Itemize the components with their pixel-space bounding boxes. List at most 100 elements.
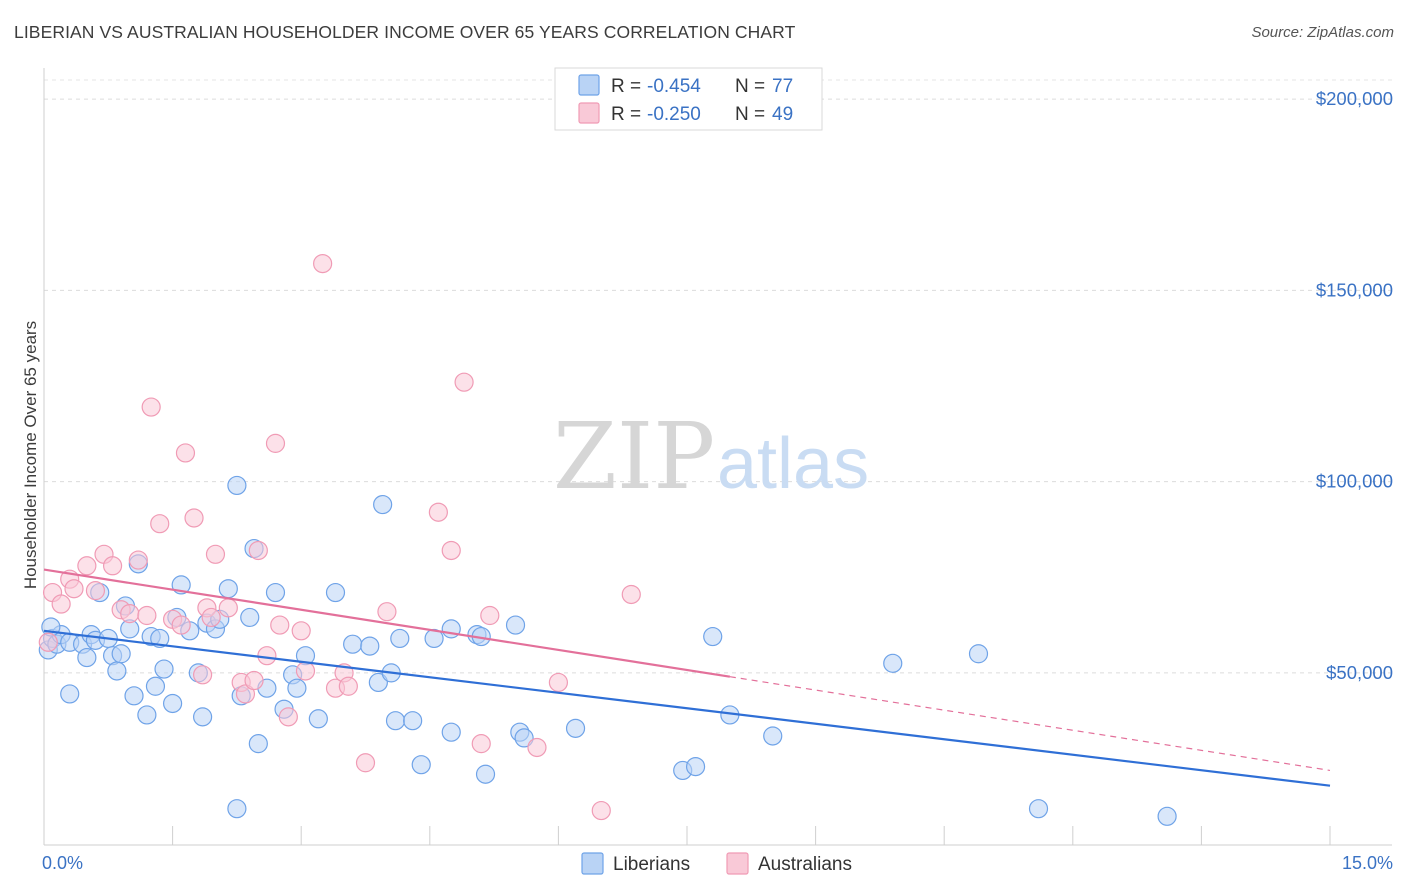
data-point — [471, 734, 491, 754]
data-point — [244, 670, 264, 691]
data-point — [548, 672, 569, 693]
legend-n-label: N = — [735, 76, 765, 97]
data-point — [240, 607, 260, 628]
data-point — [137, 705, 157, 725]
data-point — [163, 693, 183, 714]
chart-title: LIBERIAN VS AUSTRALIAN HOUSEHOLDER INCOM… — [14, 22, 796, 42]
data-point — [441, 540, 461, 561]
data-point — [291, 621, 311, 641]
legend-swatch-australians — [578, 102, 600, 124]
data-point — [505, 615, 526, 635]
y-tick-label: $150,000 — [1316, 279, 1393, 300]
data-point — [411, 755, 431, 775]
data-point — [390, 628, 410, 649]
trend-lines — [43, 568, 1331, 787]
data-point — [278, 707, 298, 727]
y-tick-label: $50,000 — [1326, 662, 1393, 683]
trend-line — [43, 568, 731, 678]
data-point — [377, 602, 397, 622]
x-tick-labels: 0.0% 15.0% — [42, 853, 1393, 873]
data-point — [883, 653, 903, 673]
correlation-legend: R = -0.454 N = 77 R = -0.250 N = 49 — [554, 67, 823, 131]
data-point — [591, 800, 611, 821]
watermark: ZIP atlas — [553, 403, 869, 510]
data-point — [218, 598, 238, 618]
data-point — [475, 764, 496, 784]
data-point — [141, 397, 161, 417]
data-point — [565, 718, 586, 738]
data-point — [111, 644, 131, 664]
series-australians-points — [38, 254, 641, 821]
legend-r-value: -0.250 — [647, 104, 701, 125]
data-point — [218, 579, 238, 599]
data-point — [287, 678, 307, 698]
axes — [43, 68, 1392, 846]
data-point — [150, 514, 170, 534]
legend-r-label: R = — [611, 104, 641, 125]
data-point — [428, 502, 448, 522]
data-point — [313, 254, 333, 274]
data-point — [154, 659, 174, 679]
watermark-atlas: atlas — [717, 424, 869, 504]
data-point — [77, 647, 97, 668]
trend-line — [43, 629, 1331, 787]
data-point — [51, 594, 71, 614]
data-point — [703, 626, 723, 647]
data-point — [137, 605, 157, 626]
data-point — [38, 632, 58, 652]
legend-n-label: N = — [735, 104, 765, 125]
legend-label-australians: Australians — [758, 854, 852, 875]
data-point — [441, 722, 461, 742]
data-point — [175, 443, 196, 463]
x-tick-label: 15.0% — [1342, 853, 1393, 873]
data-point — [85, 581, 106, 601]
y-tick-labels: $50,000 $100,000 $150,000 $200,000 — [1316, 88, 1393, 683]
data-point — [193, 665, 213, 685]
legend-r-value: -0.454 — [647, 76, 701, 97]
data-point — [145, 676, 166, 696]
data-point — [124, 686, 144, 706]
data-point — [385, 711, 406, 731]
y-tick-label: $100,000 — [1316, 471, 1393, 492]
data-point — [77, 556, 97, 576]
data-point — [325, 582, 346, 603]
trend-line-extrapolated — [729, 676, 1331, 772]
data-point — [270, 615, 290, 635]
legend-label-liberians: Liberians — [613, 854, 690, 875]
data-point — [257, 646, 277, 666]
data-point — [373, 494, 393, 515]
data-point — [360, 636, 380, 656]
data-point — [248, 540, 268, 561]
data-point — [265, 433, 286, 453]
data-point — [171, 615, 191, 635]
legend-n-value: 77 — [772, 76, 793, 97]
data-point — [60, 684, 80, 704]
data-point — [1028, 799, 1049, 819]
data-point — [295, 661, 316, 681]
data-point — [107, 661, 127, 681]
data-point — [235, 684, 256, 704]
grid-lines — [44, 79, 1395, 674]
data-point — [763, 726, 783, 746]
data-point — [150, 628, 170, 649]
x-tick-label: 0.0% — [42, 853, 83, 873]
data-point — [308, 709, 328, 729]
data-point — [527, 737, 547, 758]
y-axis-label: Householder Income Over 65 years — [21, 321, 40, 589]
data-point — [265, 582, 286, 603]
data-point — [621, 584, 641, 605]
y-tick-label: $200,000 — [1316, 88, 1393, 109]
data-point — [403, 711, 423, 731]
watermark-zip: ZIP — [553, 403, 715, 510]
data-point — [480, 605, 500, 626]
data-point — [1157, 806, 1177, 826]
legend-n-value: 49 — [772, 104, 793, 125]
data-point — [201, 607, 221, 628]
data-point — [64, 579, 84, 599]
data-point — [184, 508, 204, 528]
data-point — [454, 372, 474, 392]
data-point — [102, 556, 123, 576]
data-point — [120, 603, 140, 624]
data-point — [227, 799, 247, 819]
